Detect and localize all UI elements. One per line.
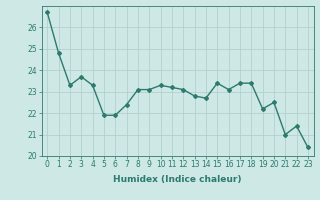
X-axis label: Humidex (Indice chaleur): Humidex (Indice chaleur) bbox=[113, 175, 242, 184]
